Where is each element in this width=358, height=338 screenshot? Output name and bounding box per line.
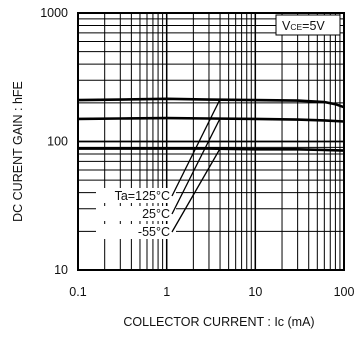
series-line-3 [78, 147, 345, 152]
x-tick-label-4: 100 [334, 285, 355, 299]
y-tick-label-2: 100 [47, 135, 68, 149]
annotation-label-1: Ta=125°C [115, 189, 170, 203]
series-line-1 [77, 97, 345, 109]
annotation-leaders: Ta=125°C 25°C -55°C [96, 99, 221, 239]
x-tick-label-1: 0.1 [69, 285, 86, 299]
annotation-label-3: -55°C [138, 225, 170, 239]
annotation-mask [96, 206, 176, 221]
y-tick-label-1: 10 [54, 263, 68, 277]
condition-box [275, 14, 341, 36]
annotation-label-2: 25°C [142, 207, 170, 221]
x-axis-title: COLLECTOR CURRENT : Ic (mA) [123, 315, 314, 329]
y-tick-label-3: 1000 [40, 6, 68, 20]
condition-sub: CE [290, 22, 302, 32]
tick-labels: 0.1 1 10 100 10 100 1000 [40, 6, 354, 299]
y-axis-title: DC CURENT GAIN : hFE [11, 81, 25, 222]
condition-main: V [282, 19, 291, 33]
condition-tail: =5V [302, 19, 325, 33]
plot-frame [77, 12, 345, 271]
x-tick-label-3: 10 [248, 285, 262, 299]
annotation-leader-1 [171, 99, 221, 197]
annotation-mask [96, 224, 176, 239]
annotation-mask [96, 188, 176, 203]
condition-label: VCE=5V [282, 19, 325, 33]
series-group [77, 97, 345, 152]
series-line-2 [77, 116, 345, 123]
x-tick-label-2: 1 [163, 285, 170, 299]
annotation-leader-2 [171, 118, 221, 215]
annotation-leader-3 [171, 148, 221, 233]
